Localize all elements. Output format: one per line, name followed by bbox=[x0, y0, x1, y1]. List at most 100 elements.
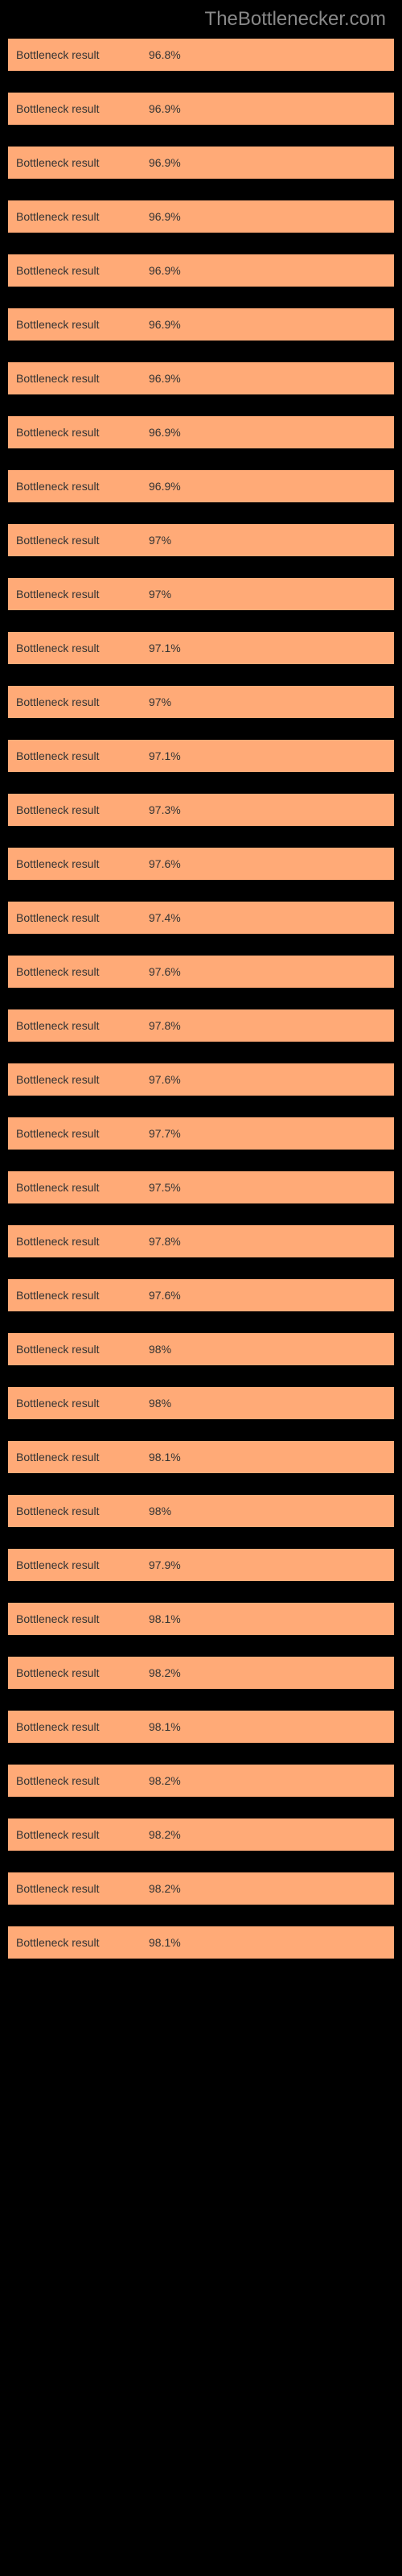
result-value: 97.4% bbox=[141, 902, 189, 934]
result-label: Bottleneck result bbox=[8, 632, 141, 664]
result-label: Bottleneck result bbox=[8, 1117, 141, 1150]
result-bar bbox=[189, 470, 394, 502]
result-row: Bottleneck result97.1% bbox=[0, 632, 402, 664]
result-row: Bottleneck result97% bbox=[0, 686, 402, 718]
result-label: Bottleneck result bbox=[8, 1279, 141, 1311]
result-value: 98.2% bbox=[141, 1765, 189, 1797]
result-row: Bottleneck result97.9% bbox=[0, 1549, 402, 1581]
result-row: Bottleneck result96.9% bbox=[0, 470, 402, 502]
result-value: 98% bbox=[141, 1387, 189, 1419]
result-label: Bottleneck result bbox=[8, 956, 141, 988]
result-row: Bottleneck result97.1% bbox=[0, 740, 402, 772]
result-value: 97.6% bbox=[141, 956, 189, 988]
result-value: 98.1% bbox=[141, 1603, 189, 1635]
result-bar bbox=[189, 578, 394, 610]
result-row: Bottleneck result97.8% bbox=[0, 1225, 402, 1257]
result-row: Bottleneck result98.1% bbox=[0, 1711, 402, 1743]
result-value: 97% bbox=[141, 578, 189, 610]
result-row: Bottleneck result98.2% bbox=[0, 1818, 402, 1851]
result-value: 98% bbox=[141, 1495, 189, 1527]
result-label: Bottleneck result bbox=[8, 308, 141, 341]
result-row: Bottleneck result96.9% bbox=[0, 254, 402, 287]
result-bar bbox=[189, 1063, 394, 1096]
result-value: 96.9% bbox=[141, 200, 189, 233]
result-row: Bottleneck result97.5% bbox=[0, 1171, 402, 1203]
result-row: Bottleneck result98.1% bbox=[0, 1926, 402, 1959]
result-value: 96.9% bbox=[141, 254, 189, 287]
result-row: Bottleneck result97.4% bbox=[0, 902, 402, 934]
result-bar bbox=[189, 1225, 394, 1257]
result-value: 98% bbox=[141, 1333, 189, 1365]
result-label: Bottleneck result bbox=[8, 848, 141, 880]
result-row: Bottleneck result96.9% bbox=[0, 416, 402, 448]
result-label: Bottleneck result bbox=[8, 1225, 141, 1257]
result-bar bbox=[189, 254, 394, 287]
result-bar bbox=[189, 524, 394, 556]
result-bar bbox=[189, 848, 394, 880]
result-row: Bottleneck result96.9% bbox=[0, 93, 402, 125]
result-bar bbox=[189, 956, 394, 988]
result-value: 96.9% bbox=[141, 416, 189, 448]
result-value: 98.1% bbox=[141, 1441, 189, 1473]
result-bar bbox=[189, 200, 394, 233]
result-label: Bottleneck result bbox=[8, 1711, 141, 1743]
result-bar bbox=[189, 1387, 394, 1419]
result-row: Bottleneck result96.8% bbox=[0, 39, 402, 71]
result-label: Bottleneck result bbox=[8, 147, 141, 179]
result-bar bbox=[189, 1549, 394, 1581]
result-bar bbox=[189, 1926, 394, 1959]
result-row: Bottleneck result97.6% bbox=[0, 848, 402, 880]
result-row: Bottleneck result97.7% bbox=[0, 1117, 402, 1150]
result-value: 97.6% bbox=[141, 1279, 189, 1311]
result-bar bbox=[189, 147, 394, 179]
result-bar bbox=[189, 686, 394, 718]
result-row: Bottleneck result98.2% bbox=[0, 1657, 402, 1689]
result-label: Bottleneck result bbox=[8, 1818, 141, 1851]
result-value: 97.8% bbox=[141, 1009, 189, 1042]
result-value: 96.9% bbox=[141, 147, 189, 179]
result-label: Bottleneck result bbox=[8, 1333, 141, 1365]
result-value: 96.9% bbox=[141, 308, 189, 341]
result-row: Bottleneck result97.8% bbox=[0, 1009, 402, 1042]
result-row: Bottleneck result97.6% bbox=[0, 1279, 402, 1311]
result-value: 97.8% bbox=[141, 1225, 189, 1257]
result-value: 97% bbox=[141, 686, 189, 718]
result-label: Bottleneck result bbox=[8, 470, 141, 502]
result-label: Bottleneck result bbox=[8, 686, 141, 718]
result-label: Bottleneck result bbox=[8, 1926, 141, 1959]
result-label: Bottleneck result bbox=[8, 200, 141, 233]
result-label: Bottleneck result bbox=[8, 1063, 141, 1096]
result-label: Bottleneck result bbox=[8, 902, 141, 934]
result-bar bbox=[189, 93, 394, 125]
result-value: 98.1% bbox=[141, 1711, 189, 1743]
result-row: Bottleneck result97% bbox=[0, 578, 402, 610]
result-label: Bottleneck result bbox=[8, 1872, 141, 1905]
result-label: Bottleneck result bbox=[8, 1495, 141, 1527]
result-value: 96.8% bbox=[141, 39, 189, 71]
result-label: Bottleneck result bbox=[8, 1009, 141, 1042]
result-value: 97.7% bbox=[141, 1117, 189, 1150]
result-label: Bottleneck result bbox=[8, 1603, 141, 1635]
result-row: Bottleneck result98% bbox=[0, 1333, 402, 1365]
result-bar bbox=[189, 362, 394, 394]
result-value: 97.6% bbox=[141, 848, 189, 880]
result-label: Bottleneck result bbox=[8, 254, 141, 287]
result-bar bbox=[189, 1711, 394, 1743]
result-label: Bottleneck result bbox=[8, 794, 141, 826]
page-header: TheBottlenecker.com bbox=[0, 0, 402, 39]
result-value: 96.9% bbox=[141, 362, 189, 394]
result-row: Bottleneck result98.2% bbox=[0, 1872, 402, 1905]
result-value: 96.9% bbox=[141, 470, 189, 502]
result-value: 97.9% bbox=[141, 1549, 189, 1581]
result-value: 98.2% bbox=[141, 1818, 189, 1851]
result-value: 97.6% bbox=[141, 1063, 189, 1096]
result-value: 98.1% bbox=[141, 1926, 189, 1959]
result-value: 98.2% bbox=[141, 1657, 189, 1689]
result-bar bbox=[189, 1603, 394, 1635]
result-row: Bottleneck result98% bbox=[0, 1387, 402, 1419]
result-bar bbox=[189, 1872, 394, 1905]
result-row: Bottleneck result96.9% bbox=[0, 147, 402, 179]
result-label: Bottleneck result bbox=[8, 1387, 141, 1419]
result-bar bbox=[189, 902, 394, 934]
result-value: 97.3% bbox=[141, 794, 189, 826]
